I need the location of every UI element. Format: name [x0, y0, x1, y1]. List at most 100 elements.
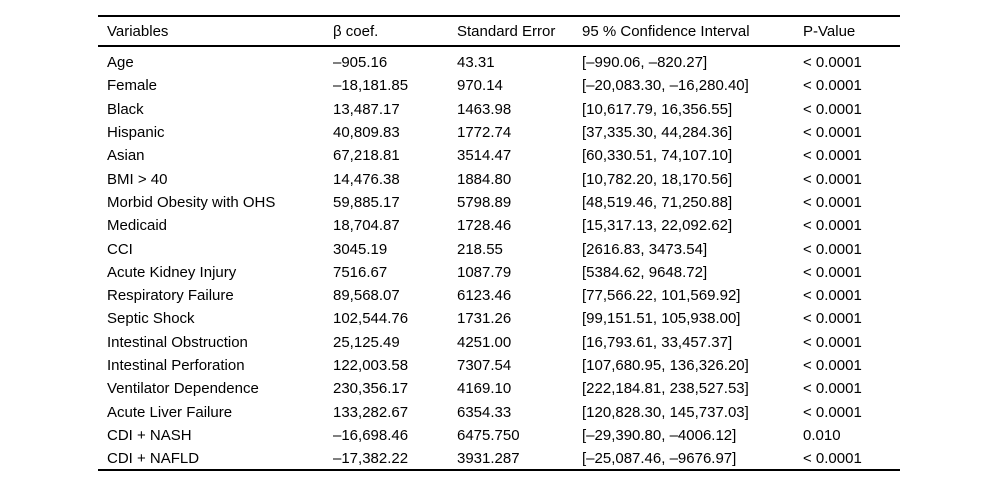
table-row: Morbid Obesity with OHS 59,885.17 5798.89 […: [98, 191, 900, 214]
cell-variable: Age: [107, 54, 134, 72]
cell-standard-error: 43.31: [457, 54, 495, 72]
cell-confidence-interval: [99,151.51, 105,938.00]: [582, 310, 741, 328]
table-row: Asian 67,218.81 3514.47 [60,330.51, 74,107.…: [98, 144, 900, 167]
cell-standard-error: 1731.26: [457, 310, 512, 328]
cell-p-value: < 0.0001: [803, 333, 862, 351]
cell-confidence-interval: [–25,087.46, –9676.97]: [582, 449, 737, 467]
cell-p-value: < 0.0001: [803, 380, 862, 398]
cell-beta-coef: –16,698.46: [333, 426, 409, 444]
cell-variable: CCI: [107, 240, 133, 258]
table-row: CDI + NAFLD –17,382.22 3931.287 [–25,087.46…: [98, 447, 900, 470]
cell-p-value: < 0.0001: [803, 54, 862, 72]
cell-p-value: < 0.0001: [803, 240, 862, 258]
cell-p-value: 0.010: [803, 426, 841, 444]
cell-confidence-interval: [10,782.20, 18,170.56]: [582, 170, 733, 188]
cell-confidence-interval: [2616.83, 3473.54]: [582, 240, 708, 258]
column-header-beta-coef: β coef.: [333, 22, 379, 40]
cell-standard-error: 5798.89: [457, 193, 512, 211]
table-row: Medicaid 18,704.87 1728.46 [15,317.13, 22,0…: [98, 214, 900, 237]
cell-standard-error: 970.14: [457, 77, 503, 95]
cell-confidence-interval: [107,680.95, 136,326.20]: [582, 357, 749, 374]
cell-standard-error: 1772.74: [457, 124, 512, 142]
table-row: Acute Kidney Injury 7516.67 1087.79 [5384.6…: [98, 261, 900, 284]
cell-standard-error: 3931.287: [457, 449, 520, 467]
cell-beta-coef: –17,382.22: [333, 449, 409, 467]
table-row: Intestinal Perforation 122,003.58 7307.54 […: [98, 354, 900, 377]
cell-confidence-interval: [5384.62, 9648.72]: [582, 263, 708, 281]
cell-variable: Intestinal Obstruction: [107, 333, 248, 351]
cell-p-value: < 0.0001: [803, 193, 862, 211]
cell-variable: BMI > 40: [107, 170, 168, 188]
cell-beta-coef: 40,809.83: [333, 124, 400, 142]
cell-variable: Female: [107, 77, 158, 95]
cell-beta-coef: 59,885.17: [333, 193, 400, 211]
cell-confidence-interval: [77,566.22, 101,569.92]: [582, 287, 741, 305]
cell-standard-error: 1087.79: [457, 263, 512, 281]
cell-beta-coef: 25,125.49: [333, 333, 400, 351]
cell-standard-error: 7307.54: [457, 357, 512, 374]
cell-variable: Morbid Obesity with OHS: [107, 193, 276, 211]
cell-beta-coef: 14,476.38: [333, 170, 400, 188]
cell-standard-error: 1728.46: [457, 217, 512, 235]
cell-standard-error: 1884.80: [457, 170, 512, 188]
cell-beta-coef: –905.16: [333, 54, 388, 72]
cell-p-value: < 0.0001: [803, 310, 862, 328]
cell-beta-coef: 3045.19: [333, 240, 388, 258]
cell-standard-error: 4169.10: [457, 380, 512, 398]
cell-confidence-interval: [10,617.79, 16,356.55]: [582, 100, 733, 118]
cell-beta-coef: 133,282.67: [333, 403, 409, 421]
cell-variable: Septic Shock: [107, 310, 195, 328]
cell-confidence-interval: [120,828.30, 145,737.03]: [582, 403, 749, 421]
cell-beta-coef: 102,544.76: [333, 310, 409, 328]
regression-results-table: Variables β coef. Standard Error 95 % Co…: [98, 15, 900, 472]
cell-beta-coef: 122,003.58: [333, 357, 409, 374]
table-body: Age –905.16 43.31 [–990.06, –820.27] < 0.000…: [98, 46, 900, 470]
column-header-variables: Variables: [107, 22, 169, 40]
cell-variable: Acute Liver Failure: [107, 403, 233, 421]
table-row: Age –905.16 43.31 [–990.06, –820.27] < 0.000…: [98, 51, 900, 74]
cell-variable: Ventilator Dependence: [107, 380, 259, 398]
regression-table-container: Variables β coef. Standard Error 95 % Co…: [98, 15, 900, 472]
table-header: Variables β coef. Standard Error 95 % Co…: [98, 16, 900, 46]
cell-standard-error: 6475.750: [457, 426, 520, 444]
cell-standard-error: 4251.00: [457, 333, 512, 351]
cell-variable: Intestinal Perforation: [107, 357, 245, 374]
cell-confidence-interval: [222,184.81, 238,527.53]: [582, 380, 749, 398]
cell-confidence-interval: [–990.06, –820.27]: [582, 54, 708, 72]
table-row: Ventilator Dependence 230,356.17 4169.10 [2…: [98, 377, 900, 400]
column-header-p-value: P-Value: [803, 22, 856, 40]
column-header-confidence-interval: 95 % Confidence Interval: [582, 22, 750, 40]
table-row: Acute Liver Failure 133,282.67 6354.33 [120…: [98, 400, 900, 423]
cell-p-value: < 0.0001: [803, 263, 862, 281]
cell-confidence-interval: [37,335.30, 44,284.36]: [582, 124, 733, 142]
cell-beta-coef: 13,487.17: [333, 100, 400, 118]
cell-p-value: < 0.0001: [803, 449, 862, 467]
cell-p-value: < 0.0001: [803, 124, 862, 142]
header-row: Variables β coef. Standard Error 95 % Co…: [98, 16, 900, 46]
cell-variable: Asian: [107, 147, 145, 165]
cell-beta-coef: 230,356.17: [333, 380, 409, 398]
cell-variable: Respiratory Failure: [107, 287, 234, 305]
cell-variable: Black: [107, 100, 144, 118]
cell-beta-coef: 67,218.81: [333, 147, 400, 165]
table-row: BMI > 40 14,476.38 1884.80 [10,782.20, 18,1…: [98, 167, 900, 190]
table-row: Septic Shock 102,544.76 1731.26 [99,151.51,…: [98, 307, 900, 330]
cell-variable: Hispanic: [107, 124, 165, 142]
cell-standard-error: 6123.46: [457, 287, 512, 305]
table-row: CCI 3045.19 218.55 [2616.83, 3473.54] < 0.00…: [98, 237, 900, 260]
cell-beta-coef: 89,568.07: [333, 287, 400, 305]
cell-p-value: < 0.0001: [803, 287, 862, 305]
cell-p-value: < 0.0001: [803, 357, 862, 374]
cell-p-value: < 0.0001: [803, 170, 862, 188]
cell-p-value: < 0.0001: [803, 77, 862, 95]
cell-standard-error: 218.55: [457, 240, 503, 258]
cell-confidence-interval: [–29,390.80, –4006.12]: [582, 426, 737, 444]
cell-confidence-interval: [48,519.46, 71,250.88]: [582, 193, 733, 211]
table-row: Black 13,487.17 1463.98 [10,617.79, 16,356.…: [98, 98, 900, 121]
cell-beta-coef: 7516.67: [333, 263, 388, 281]
cell-variable: CDI + NASH: [107, 426, 192, 444]
table-row: Female –18,181.85 970.14 [–20,083.30, –16,2…: [98, 74, 900, 97]
cell-variable: Acute Kidney Injury: [107, 263, 237, 281]
cell-beta-coef: 18,704.87: [333, 217, 400, 235]
